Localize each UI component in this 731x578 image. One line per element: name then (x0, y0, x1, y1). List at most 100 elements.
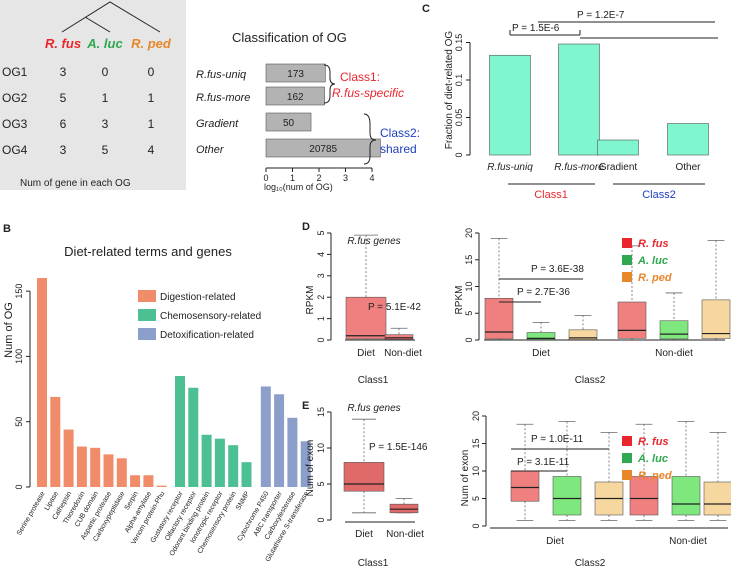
e-left-ylabel: Num of exon (305, 440, 316, 497)
b-bar (156, 485, 167, 487)
box-body (659, 320, 689, 340)
d-left-y-ticklabel: 5 (316, 230, 326, 235)
b-legend-label: Digestion-related (160, 292, 236, 303)
b-bar (241, 462, 252, 487)
species-legend-label: R. ped (638, 272, 672, 284)
panel-label-e: E (302, 400, 309, 412)
box-body (345, 296, 387, 340)
species-legend-label: R. fus (638, 238, 669, 250)
classification-xlabel: log₁₀(num of OG) (264, 182, 333, 192)
b-y-ticklabel: 0 (14, 484, 24, 489)
og-cell: 3 (102, 117, 109, 131)
d-right-y-ticklabel: 20 (464, 228, 474, 238)
box-plot (701, 240, 731, 341)
species-legend-swatch (622, 238, 632, 248)
species-legend-swatch (622, 453, 632, 463)
b-bar (63, 429, 74, 487)
table-caption: Num of gene in each OG (20, 178, 131, 189)
box-plot (510, 423, 540, 521)
panel-b: Diet-related terms and genes Num of OG 0… (3, 244, 311, 563)
og-cell: 3 (60, 143, 67, 157)
box-plot (671, 421, 701, 521)
og-label: OG3 (2, 117, 28, 131)
box-body (389, 503, 419, 514)
e-right-group-label: Diet (546, 536, 564, 547)
d-right-y-ticklabel: 15 (464, 255, 474, 265)
c-class1-label: Class1 (534, 189, 568, 201)
species-legend-swatch (622, 255, 632, 265)
e-right-ylabel: Num of exon (460, 450, 471, 507)
class1-label: Class1: (340, 70, 380, 84)
box-plot (343, 418, 385, 514)
species-legend-swatch (622, 272, 632, 282)
og-cell: 3 (60, 65, 67, 79)
b-bar-label: Serine protease (16, 490, 47, 536)
species-header: A. luc (86, 36, 123, 51)
c-y-ticklabel: 0.15 (454, 34, 464, 52)
panel-b-ylabel: Num of OG (3, 302, 15, 358)
phylogeny-tree (61, 1, 161, 33)
class-bar (265, 112, 312, 132)
class-bar (265, 63, 326, 83)
b-bar-label: SNMP (235, 490, 251, 511)
b-legend-swatch (138, 309, 156, 321)
d-left-pvalue: P = 5.1E-42 (368, 302, 421, 313)
class-x-ticklabel: 4 (369, 173, 374, 183)
box-body (701, 299, 731, 339)
box-plot (594, 432, 624, 521)
e-right-y-ticklabel: 20 (471, 411, 481, 421)
e-left-pvalue: P = 1.5E-146 (369, 442, 428, 453)
b-bar (116, 458, 127, 487)
box-plot (552, 421, 582, 521)
e-left-y-ticklabel: 0 (316, 517, 326, 522)
box-body (343, 462, 385, 492)
box-body (552, 476, 582, 516)
d-right-pvalue-2: P = 2.7E-36 (517, 287, 570, 298)
classification-title: Classification of OG (232, 30, 347, 45)
b-bar (300, 441, 311, 487)
class-bar-label: R.fus-uniq (196, 69, 247, 81)
b-bar (175, 376, 185, 487)
b-bar (143, 475, 154, 487)
box-plot (389, 497, 419, 514)
e-left-xlabel: Non-diet (386, 529, 424, 540)
e-right-y-ticklabel: 10 (471, 466, 481, 476)
species-legend-label: R. fus (638, 436, 669, 448)
box-plot (659, 292, 689, 341)
d-right-ylabel: RPKM (454, 286, 465, 315)
class-x-ticklabel: 3 (343, 173, 348, 183)
c-bar-label: Other (675, 162, 701, 173)
d-left-xlabel: Non-diet (384, 348, 422, 359)
d-left-y-ticklabel: 1 (316, 316, 326, 321)
og-cell: 6 (60, 117, 67, 131)
species-legend-swatch (622, 436, 632, 446)
og-cell: 0 (148, 65, 155, 79)
species-header: R. fus (45, 36, 81, 51)
d-left-xlabel: Diet (357, 348, 375, 359)
species-legend-label: A. luc (637, 255, 668, 267)
d-right-group-label: Non-diet (655, 348, 693, 359)
class-x-ticklabel: 1 (290, 173, 295, 183)
class1-bracket (323, 64, 336, 104)
c-bar (667, 123, 709, 156)
b-bar (130, 475, 141, 487)
c-bar (558, 43, 600, 156)
c-bar (597, 139, 639, 156)
d-class2-label: Class2 (575, 375, 606, 386)
d-left-y-ticklabel: 4 (316, 252, 326, 257)
box-body (484, 297, 514, 340)
b-bar (228, 445, 239, 487)
e-right-pvalue-1: P = 1.0E-11 (531, 434, 584, 445)
c-y-ticklabel: 0.05 (454, 109, 464, 127)
box-plot (345, 234, 387, 341)
e-right-group-label: Non-diet (669, 536, 707, 547)
e-left-y-ticklabel: 5 (316, 481, 326, 486)
e-left-y-ticklabel: 10 (316, 443, 326, 453)
og-cell: 1 (102, 91, 109, 105)
d-left-ylabel: RPKM (305, 286, 316, 315)
d-left-y-ticklabel: 2 (316, 295, 326, 300)
panel-label-b: B (3, 223, 11, 235)
class1-sublabel: R.fus-specific (332, 86, 404, 100)
b-bar (76, 446, 87, 487)
og-label: OG2 (2, 91, 28, 105)
